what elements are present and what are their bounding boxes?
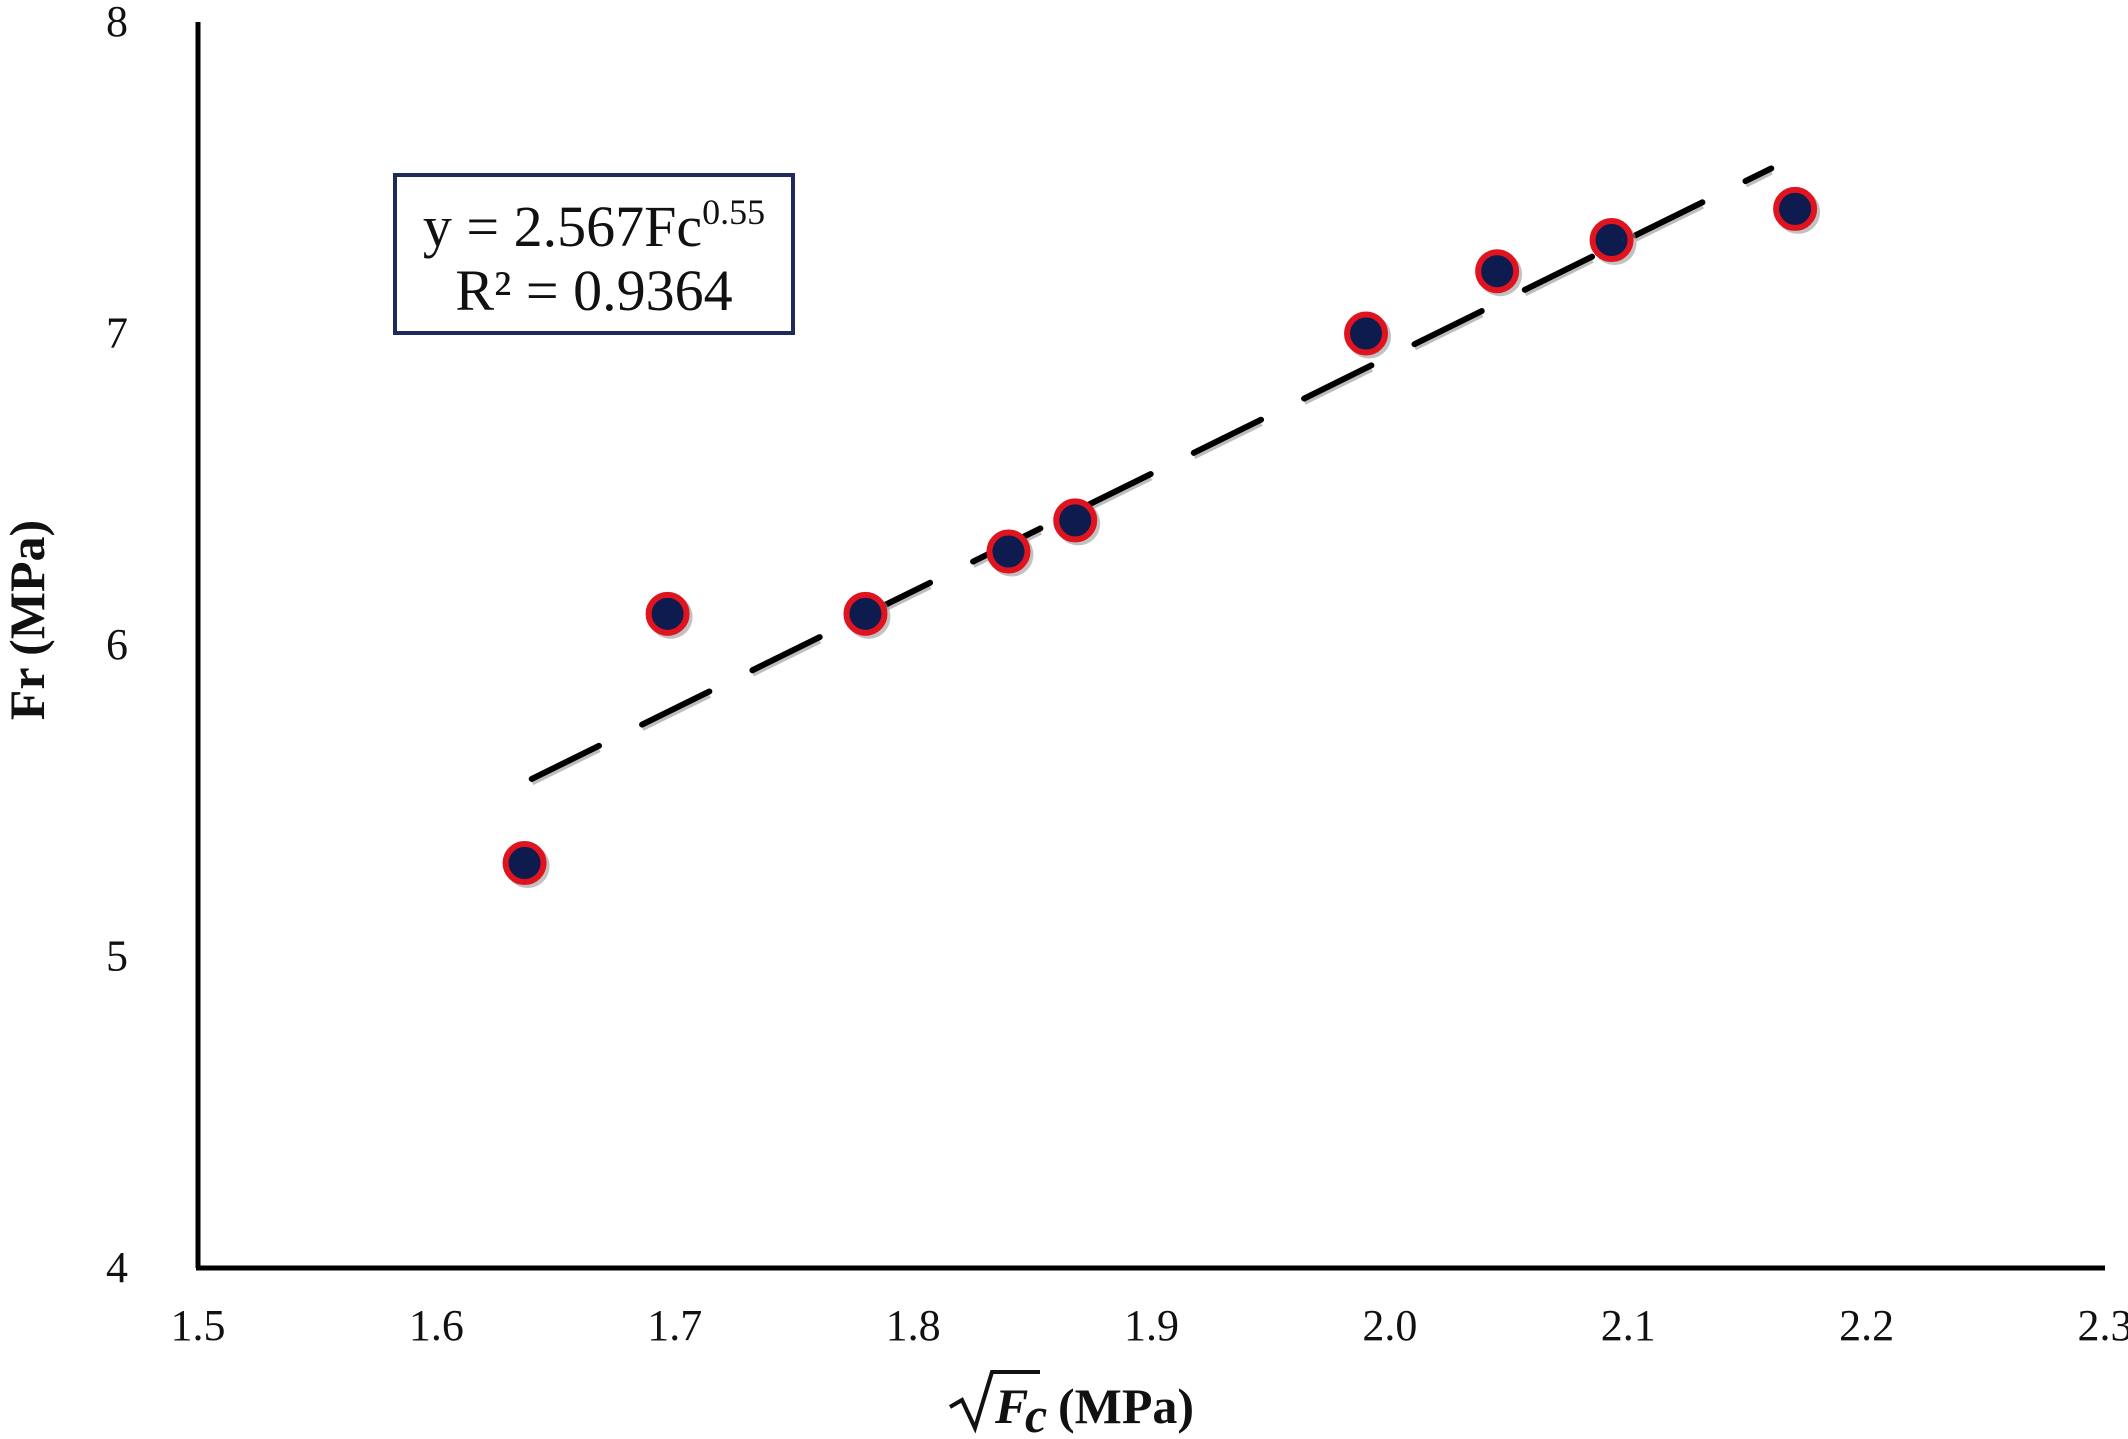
x-tick-label-6: 2.1 <box>1601 1301 1656 1350</box>
y-axis-title: Fr (MPa) <box>0 520 55 720</box>
trendline-group <box>528 165 1775 786</box>
r-squared-label: R² = 0.9364 <box>455 258 732 323</box>
x-tick-labels: 1.5 1.6 1.7 1.8 1.9 2.0 2.1 2.2 2.3 <box>171 1301 2128 1350</box>
y-tick-label-1: 5 <box>106 932 128 981</box>
x-tick-label-7: 2.2 <box>1839 1301 1894 1350</box>
y-tick-label-2: 6 <box>106 620 128 669</box>
data-point-5 <box>1344 311 1389 356</box>
y-tick-label-3: 7 <box>106 309 128 358</box>
trendline <box>528 165 1775 782</box>
x-tick-label-3: 1.8 <box>886 1301 941 1350</box>
x-tick-label-2: 1.7 <box>647 1301 702 1350</box>
data-point-7 <box>1589 218 1634 263</box>
x-axis-subscript: c <box>1025 1387 1047 1439</box>
data-point-4 <box>1053 498 1098 543</box>
x-tick-label-4: 1.9 <box>1124 1301 1179 1350</box>
data-point-0 <box>502 841 547 886</box>
data-point-2 <box>843 591 888 636</box>
data-point-6 <box>1475 249 1520 294</box>
equation-box <box>393 173 795 335</box>
x-tick-label-1: 1.6 <box>409 1301 464 1350</box>
data-point-8 <box>1773 186 1818 231</box>
x-tick-label-0: 1.5 <box>171 1301 226 1350</box>
sqrt-radical-icon <box>948 1370 1040 1434</box>
y-tick-labels: 4 5 6 7 8 <box>106 0 128 1292</box>
y-tick-label-4: 8 <box>106 0 128 46</box>
x-axis-unit: (MPa) <box>1058 1378 1194 1434</box>
trendline-equation: y = 2.567Fc0.55 <box>423 192 765 259</box>
y-tick-label-0: 4 <box>106 1243 128 1292</box>
x-axis-title: F c (MPa) <box>948 1370 1194 1439</box>
data-point-1 <box>645 591 690 636</box>
x-tick-label-8: 2.3 <box>2078 1301 2128 1350</box>
x-tick-label-5: 2.0 <box>1362 1301 1417 1350</box>
data-points <box>502 186 1821 889</box>
data-point-3 <box>986 529 1031 574</box>
x-axis-symbol: F <box>994 1378 1028 1434</box>
